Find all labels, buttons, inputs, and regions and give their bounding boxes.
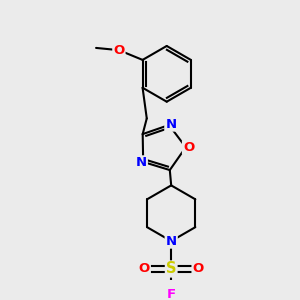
Text: O: O <box>139 262 150 275</box>
Text: O: O <box>183 141 194 154</box>
Text: F: F <box>167 288 176 300</box>
Text: S: S <box>166 262 176 277</box>
Text: N: N <box>166 235 177 248</box>
Text: N: N <box>136 156 147 169</box>
Text: O: O <box>193 262 204 275</box>
Text: N: N <box>165 118 176 130</box>
Text: O: O <box>113 44 124 57</box>
